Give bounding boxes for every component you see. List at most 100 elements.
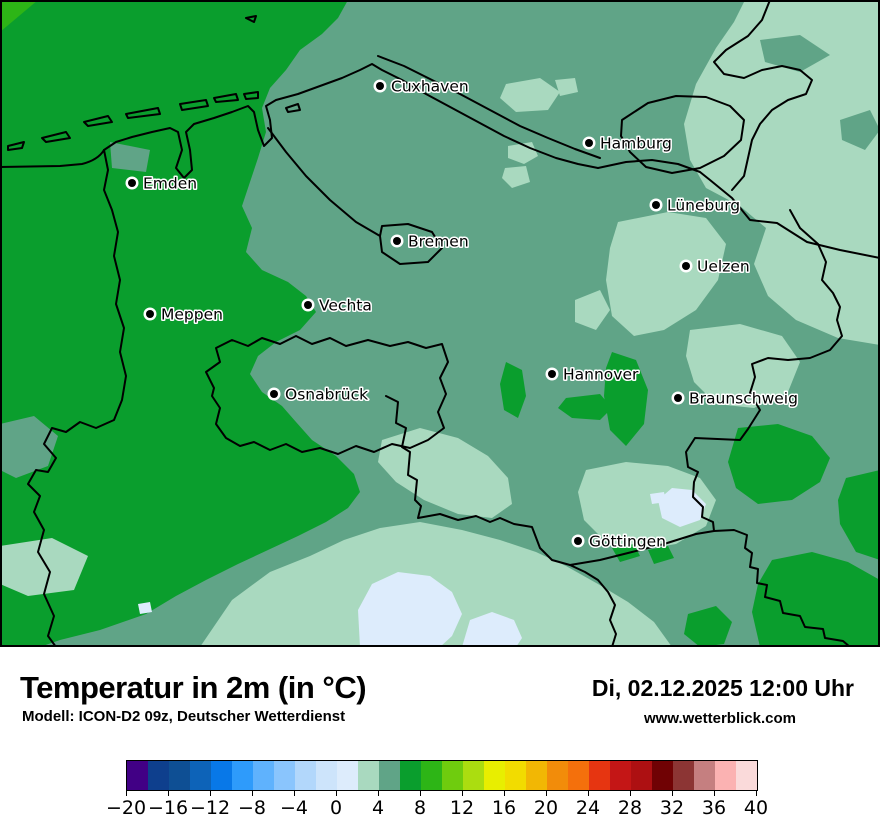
island [213, 93, 239, 103]
colorbar-tick [671, 790, 673, 796]
colorbar-segment-23 [610, 761, 631, 790]
city-marker-vechta: Vechta [301, 295, 373, 316]
map-borders [0, 0, 880, 647]
city-dot [548, 370, 556, 378]
city-dot [585, 139, 593, 147]
city-marker-bremen: Bremen [390, 231, 470, 252]
colorbar-tick [755, 790, 757, 796]
colorbar-tick-label: 24 [575, 797, 601, 819]
colorbar-segment-14 [421, 761, 442, 790]
city-dot [128, 179, 136, 187]
colorbar-segment-12 [379, 761, 400, 790]
city-label-cuxhaven: Cuxhaven [391, 78, 469, 96]
colorbar-segment-28 [715, 761, 736, 790]
colorbar-tick [419, 790, 421, 796]
colorbar-segment-26 [673, 761, 694, 790]
colorbar-tick-label: 40 [743, 797, 769, 819]
border-south-east-branch [569, 530, 715, 566]
map-region-cool-northeast [684, 0, 880, 345]
city-label-gttingen: Göttingen [589, 533, 666, 551]
colorbar-segment-2 [169, 761, 190, 790]
city-label-hamburg: Hamburg [600, 135, 672, 153]
city-dot [270, 390, 278, 398]
border-hamburg [620, 95, 745, 174]
map-region-sage-inset [0, 416, 58, 478]
colorbar-segment-8 [295, 761, 316, 790]
map-region-warm-patch [728, 424, 830, 504]
map-region-cool-goettingen-east [578, 462, 716, 550]
city-label-emden: Emden [143, 175, 197, 193]
city-dot [376, 82, 384, 90]
map-region-cold-south [358, 572, 462, 647]
city-label-braunschweig: Braunschweig [689, 390, 798, 408]
colorbar-segment-18 [505, 761, 526, 790]
city-label-bremen: Bremen [408, 233, 469, 251]
map-region-cold-spot [650, 492, 666, 504]
colorbar-tick [125, 790, 127, 796]
colorbar-segment-6 [253, 761, 274, 790]
island [41, 131, 71, 143]
map-region-cool-blob [0, 538, 88, 596]
map-region-sage-hole [840, 110, 880, 150]
colorbar-tick-label: 0 [329, 797, 343, 819]
city-dot [393, 237, 401, 245]
island [245, 15, 257, 23]
weather-map: Cuxhaven Hamburg Emden Lüneburg Bremen Uelzen… [0, 0, 880, 647]
city-marker-uelzen: Uelzen [679, 256, 751, 277]
colorbar-tick [545, 790, 547, 796]
colorbar-segment-27 [694, 761, 715, 790]
city-label-uelzen: Uelzen [697, 258, 750, 276]
map-region-cool-blob [575, 290, 610, 330]
map-region-cold-spot [138, 602, 152, 614]
map-region-cool-blob [502, 166, 530, 188]
map-region-cool-blob [555, 78, 578, 96]
map-region-sage-inset [110, 142, 150, 172]
island [83, 115, 113, 127]
city-marker-osnabrck: Osnabrück [267, 384, 370, 405]
border-south [385, 395, 617, 647]
border-osnabrueck-ring [205, 335, 449, 455]
colorbar-tick-label: 28 [617, 797, 643, 819]
island [243, 91, 259, 100]
city-label-osnabrck: Osnabrück [285, 386, 368, 404]
model-info: Modell: ICON-D2 09z, Deutscher Wetterdie… [22, 708, 346, 725]
map-region-cool-heath [606, 212, 726, 336]
colorbar-segment-9 [316, 761, 337, 790]
border-bremen [267, 127, 443, 265]
map-region-cool-weserbergland [378, 428, 512, 518]
colorbar-tick-label: 8 [413, 797, 427, 819]
colorbar-segment-15 [442, 761, 463, 790]
map-region-warm-patch [684, 606, 732, 647]
colorbar-tick [293, 790, 295, 796]
map-region-cool-eastcentral [686, 324, 800, 408]
colorbar-tick-label: 4 [371, 797, 385, 819]
city-marker-gttingen: Göttingen [571, 531, 667, 552]
colorbar-segment-20 [547, 761, 568, 790]
colorbar-segment-11 [358, 761, 379, 790]
map-region-warm-patch [752, 552, 880, 647]
colorbar-tick [587, 790, 589, 796]
colorbar-tick-label: 12 [449, 797, 475, 819]
colorbar-tick-label: 16 [491, 797, 517, 819]
colorbar-segment-25 [652, 761, 673, 790]
colorbar-segment-10 [337, 761, 358, 790]
map-region-warm-patch [648, 546, 674, 564]
map-region-sage-hole [760, 35, 830, 72]
colorbar-segment-5 [232, 761, 253, 790]
colorbar-segment-29 [736, 761, 757, 790]
map-region-cold-south [462, 612, 522, 647]
colorbar-segment-21 [568, 761, 589, 790]
colorbar-tick-label: 20 [533, 797, 559, 819]
border-southeast [685, 209, 851, 647]
colorbar-tick [377, 790, 379, 796]
city-marker-meppen: Meppen [143, 304, 224, 325]
island [7, 141, 25, 151]
colorbar-tick-label: −8 [237, 797, 267, 819]
city-dot [652, 201, 660, 209]
city-marker-cuxhaven: Cuxhaven [373, 76, 470, 97]
colorbar-tick-label: −4 [279, 797, 309, 819]
island [285, 103, 301, 113]
city-dot [304, 301, 312, 309]
colorbar-segment-3 [190, 761, 211, 790]
